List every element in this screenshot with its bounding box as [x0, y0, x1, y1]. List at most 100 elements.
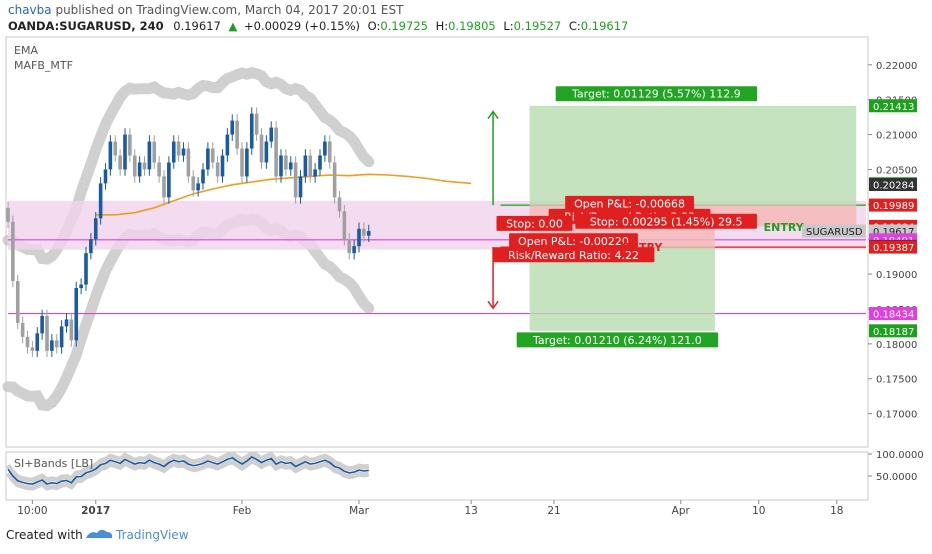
candle-body	[25, 336, 30, 348]
long-stop-label-box	[575, 213, 757, 229]
candle-body	[20, 322, 25, 337]
candle-body	[362, 228, 366, 236]
candle-body	[269, 127, 274, 142]
short-target-label: Target: 0.01210 (6.24%) 121.0	[532, 334, 702, 347]
x-tick-label: 13	[464, 505, 477, 517]
candle-body	[245, 148, 249, 177]
long-target-zone	[529, 105, 857, 206]
price-label: 0.20284	[873, 181, 914, 192]
candle-body	[284, 155, 288, 170]
candle-body	[298, 176, 303, 198]
author-link[interactable]: chavba	[8, 3, 52, 17]
high-label: H:	[436, 19, 449, 33]
price-label-box	[869, 198, 917, 212]
candle-body	[142, 162, 147, 170]
candle-body	[342, 211, 347, 240]
y-tick-label: 0.17500	[876, 375, 917, 386]
x-tick-label: 21	[547, 505, 560, 517]
candle-body	[157, 162, 161, 177]
price-label-box	[869, 178, 917, 192]
si-upper-band	[5, 451, 370, 483]
short-stop-label-box	[496, 215, 573, 231]
sub-y-tick-label: 50.0000	[876, 472, 917, 483]
short-pl-label-box	[509, 233, 638, 249]
candle-body	[264, 141, 269, 163]
candle-body	[108, 141, 113, 170]
si-lower-band	[5, 458, 370, 491]
candle-body	[366, 231, 371, 236]
candle-body	[357, 228, 361, 247]
candle-body	[59, 326, 64, 348]
low-value: 0.19527	[514, 19, 562, 33]
candle-body	[137, 162, 142, 177]
short-pl-label: Open P&L: -0.00220	[518, 235, 629, 248]
candle-body	[215, 162, 220, 177]
candle-body	[230, 120, 235, 135]
short-stop-label: Stop: 0.00	[506, 217, 563, 230]
candle-body	[147, 141, 152, 170]
x-tick-label: 10:00	[17, 505, 47, 517]
symbol-tag: SUGARUSD	[806, 227, 863, 238]
price-label: 0.19617	[873, 227, 914, 238]
candle-body	[352, 246, 356, 254]
price-label-box	[869, 324, 917, 338]
candle-body	[332, 162, 337, 198]
low-label: L:	[503, 19, 513, 33]
price-label-box	[869, 307, 917, 321]
x-tick-label: 18	[830, 505, 843, 517]
long-pl-label: Open P&L: -0.00668	[574, 197, 685, 210]
candle-body	[249, 113, 254, 149]
candle-body	[11, 221, 15, 282]
open-label: O:	[368, 19, 381, 33]
candle-body	[89, 239, 93, 254]
candle-body	[118, 155, 122, 170]
candle-body	[113, 141, 118, 156]
publish-info: published on TradingView.com, March 04, …	[52, 3, 404, 17]
candle-body	[93, 218, 98, 240]
short-target-label-box	[516, 332, 719, 348]
candle-body	[84, 253, 88, 285]
price-label: 0.18187	[873, 327, 914, 338]
candle-body	[206, 148, 210, 170]
tradingview-logo-icon[interactable]	[86, 529, 113, 538]
price-label: 0.19989	[873, 201, 914, 212]
candle-body	[186, 148, 191, 177]
candle-body	[201, 169, 205, 184]
candle-body	[162, 176, 166, 198]
si-legend: SI+Bands [LB]	[14, 457, 93, 470]
y-tick-label: 0.21000	[876, 131, 917, 142]
long-arrow-head-icon	[487, 110, 499, 119]
candle-body	[167, 162, 171, 198]
close-label: C:	[569, 19, 581, 33]
candle-body	[54, 340, 59, 348]
short-arrow-head-icon	[487, 300, 499, 310]
long-stop-label: Stop: 0.00295 (1.45%) 29.5	[590, 215, 743, 228]
y-tick-label: 0.19000	[876, 270, 917, 281]
candle-body	[191, 176, 196, 191]
candle-body	[64, 319, 69, 327]
candle-body	[152, 141, 157, 163]
price-label: 0.18434	[873, 310, 914, 321]
candle-body	[347, 239, 352, 254]
price-label: 0.21413	[873, 102, 914, 113]
si-line	[7, 456, 369, 485]
candle-body	[210, 148, 215, 163]
candle-body	[15, 281, 20, 323]
price-label-box	[869, 240, 917, 254]
long-target-label: Target: 0.01129 (5.57%) 112.9	[571, 88, 741, 101]
candle-body	[176, 141, 181, 156]
sub-y-tick-label: 100.0000	[876, 450, 924, 461]
tradingview-brand[interactable]: TradingView	[115, 528, 189, 542]
short-rr-label-box	[492, 247, 655, 263]
candle-body	[327, 141, 332, 163]
symbol-label: OANDA:SUGARUSD, 240	[8, 19, 164, 33]
candle-body	[196, 183, 200, 191]
candle-body	[132, 155, 137, 177]
entry-label-short: ENTRY	[622, 241, 663, 254]
candle-body	[50, 340, 54, 351]
y-tick-label: 0.20500	[876, 165, 917, 176]
candle-body	[254, 113, 259, 135]
high-value: 0.19805	[448, 19, 496, 33]
ema-legend: EMA	[14, 44, 38, 57]
